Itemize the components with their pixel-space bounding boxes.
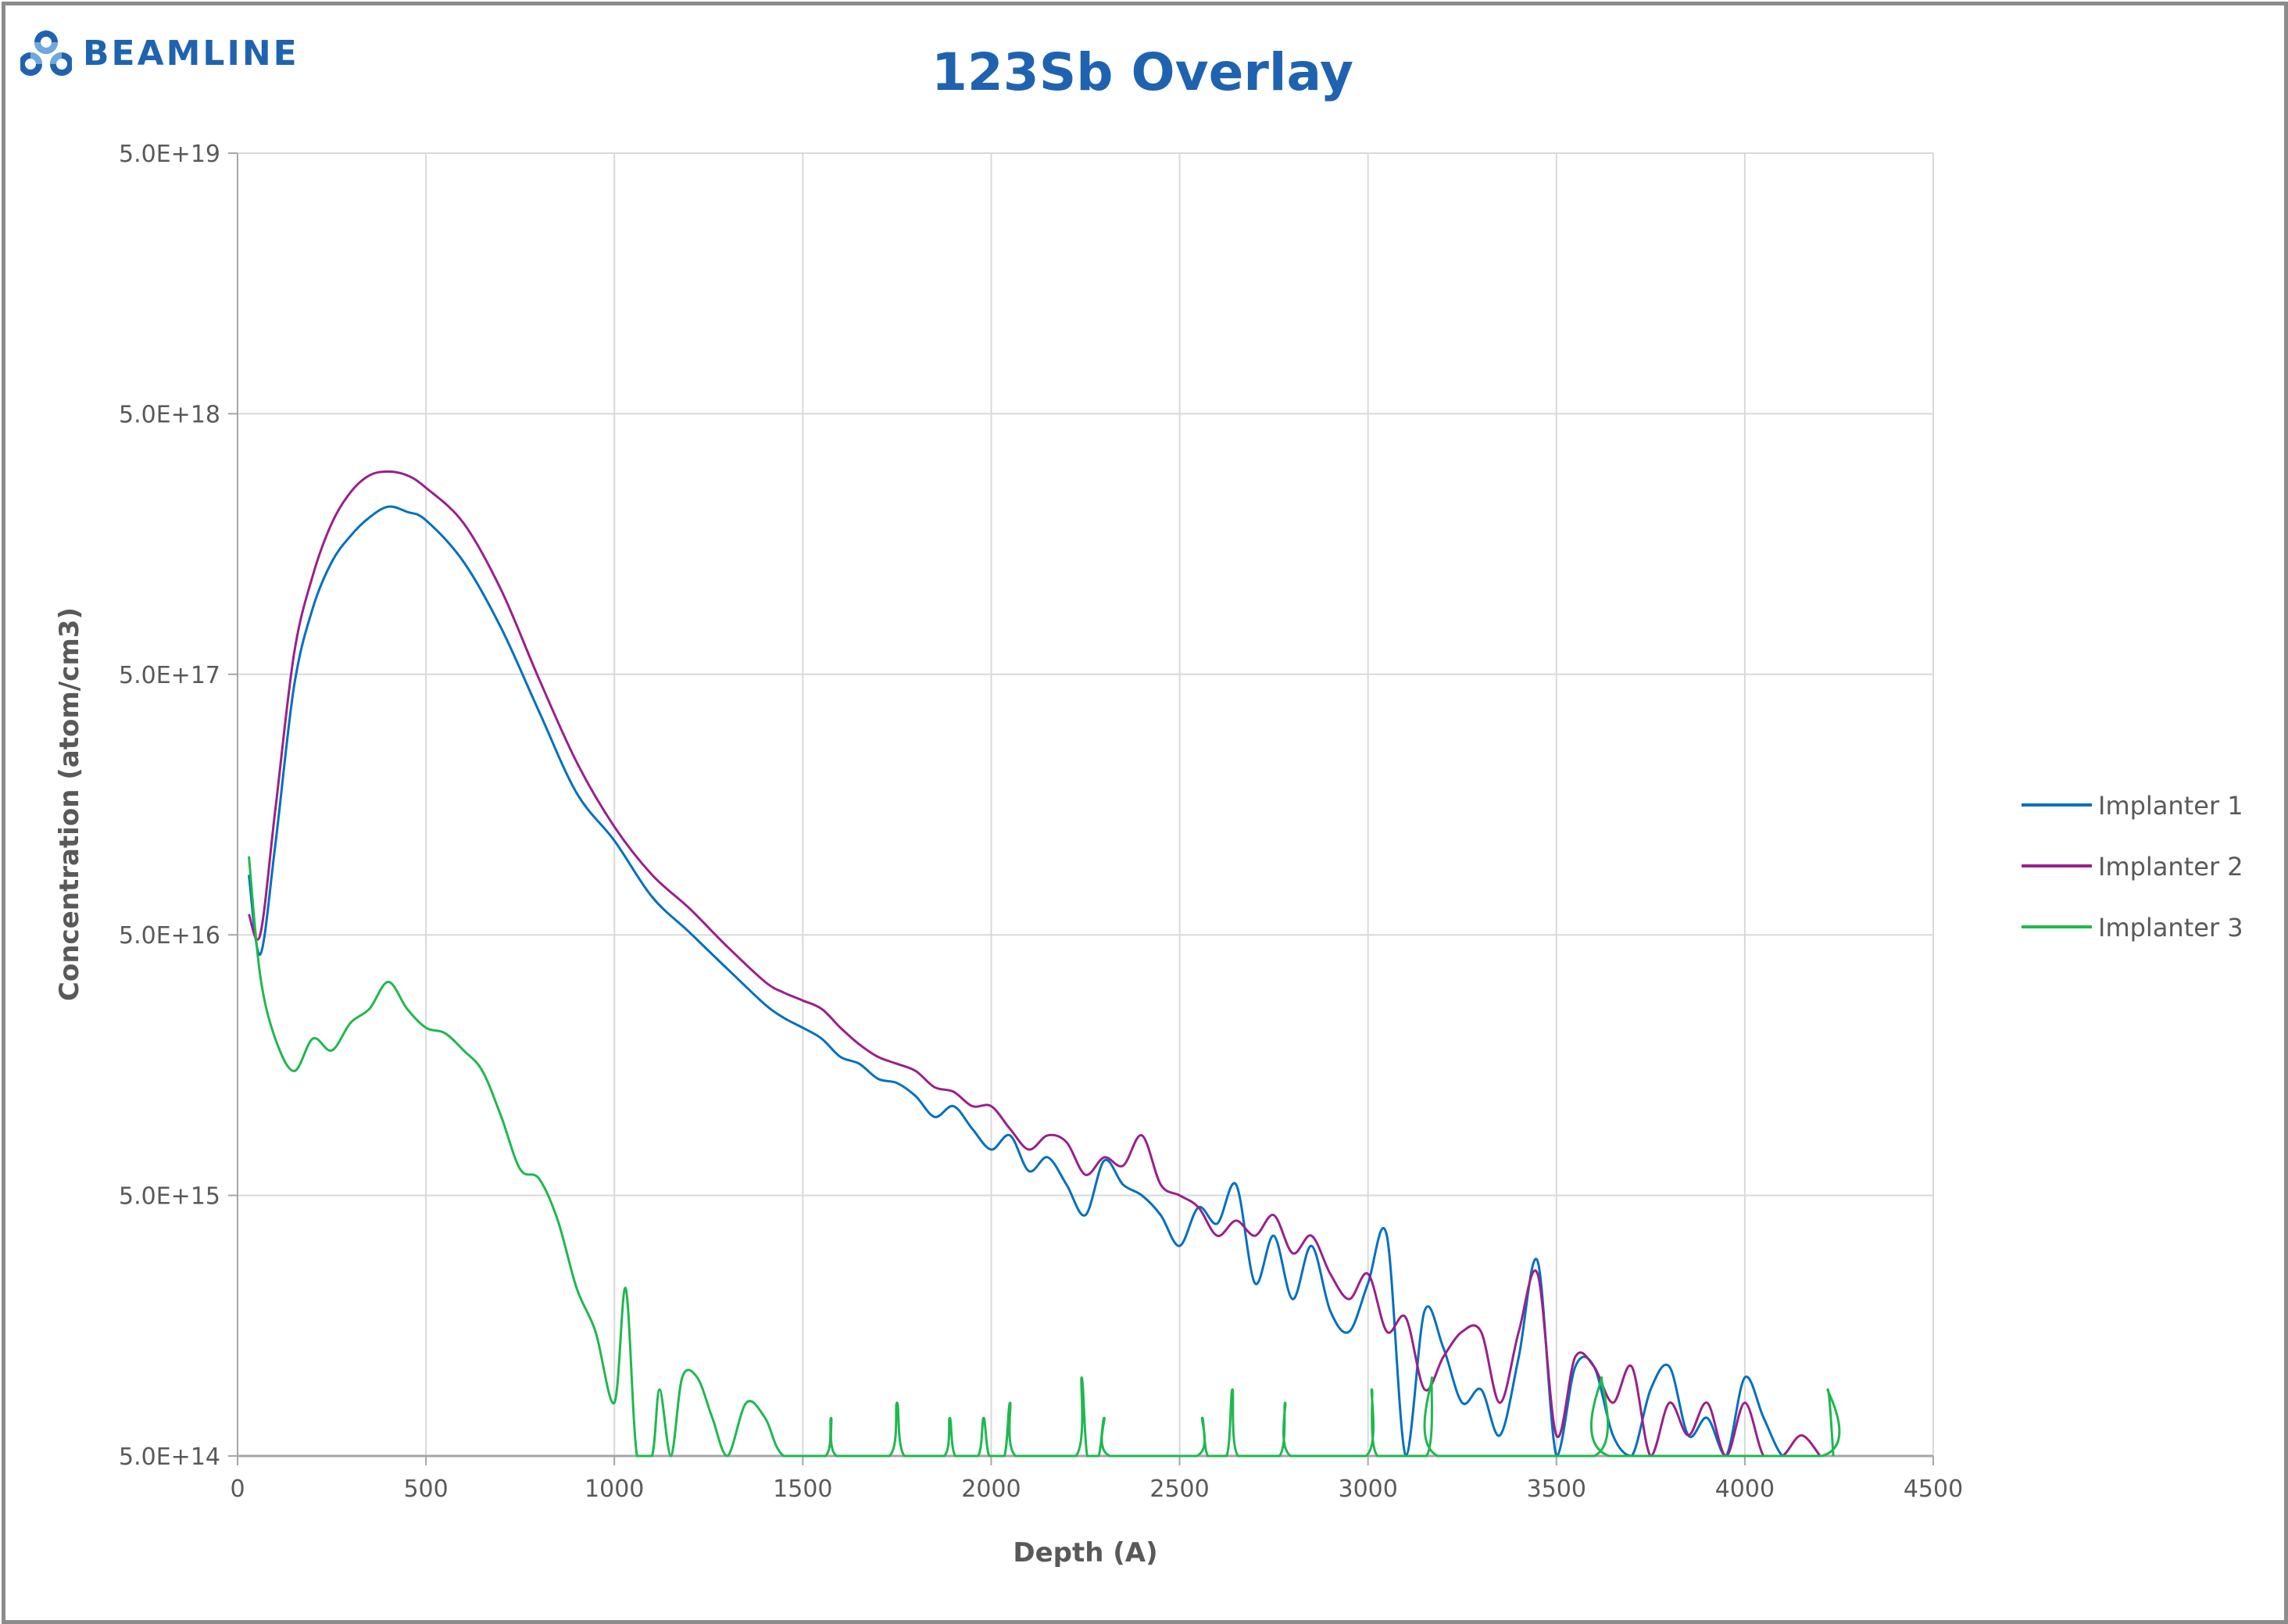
y-tick-label: 5.0E+16 bbox=[119, 922, 220, 950]
y-axis-ticks: 5.0E+14 5.0E+15 5.0E+16 5.0E+17 5.0E+18 5.0E+… bbox=[119, 141, 238, 1471]
series-line-2 bbox=[248, 470, 1821, 1458]
x-tick-label: 2500 bbox=[1149, 1476, 1209, 1503]
x-tick-label: 4000 bbox=[1715, 1476, 1775, 1503]
y-axis-title: Concentration (atom/cm3) bbox=[54, 607, 85, 1001]
brand-name: BEAMLINE bbox=[83, 33, 299, 73]
x-axis-ticks: 0 500 1000 1500 2000 2500 3000 3500 4000 4500 bbox=[230, 1454, 1963, 1503]
y-tick-label: 5.0E+18 bbox=[119, 401, 220, 428]
y-tick-label: 5.0E+17 bbox=[119, 662, 220, 689]
y-tick-label: 5.0E+19 bbox=[119, 141, 220, 168]
series-line-1 bbox=[248, 505, 1821, 1458]
gridlines bbox=[238, 152, 1934, 1456]
y-tick-label: 5.0E+15 bbox=[119, 1183, 220, 1211]
x-tick-label: 1000 bbox=[585, 1476, 644, 1503]
brand-logo: BEAMLINE bbox=[20, 30, 299, 77]
x-tick-label: 2000 bbox=[961, 1476, 1021, 1503]
x-tick-label: 500 bbox=[403, 1476, 448, 1503]
legend: Implanter 1 Implanter 2 Implanter 3 bbox=[2022, 791, 2243, 943]
series-lines bbox=[248, 470, 1841, 1458]
x-tick-label: 4500 bbox=[1904, 1476, 1963, 1503]
x-axis-title: Depth (A) bbox=[1013, 1537, 1157, 1569]
chart-title: 123Sb Overlay bbox=[931, 42, 1353, 102]
x-tick-label: 3500 bbox=[1527, 1476, 1586, 1503]
x-tick-label: 0 bbox=[230, 1476, 245, 1503]
legend-label: Implanter 1 bbox=[2098, 791, 2243, 821]
series-line-3 bbox=[248, 856, 1841, 1458]
legend-label: Implanter 3 bbox=[2098, 913, 2243, 943]
beamline-logo-icon bbox=[20, 30, 72, 76]
y-tick-label: 5.0E+14 bbox=[119, 1443, 220, 1471]
legend-label: Implanter 2 bbox=[2098, 852, 2243, 882]
x-tick-label: 3000 bbox=[1338, 1476, 1397, 1503]
x-tick-label: 1500 bbox=[773, 1476, 832, 1503]
